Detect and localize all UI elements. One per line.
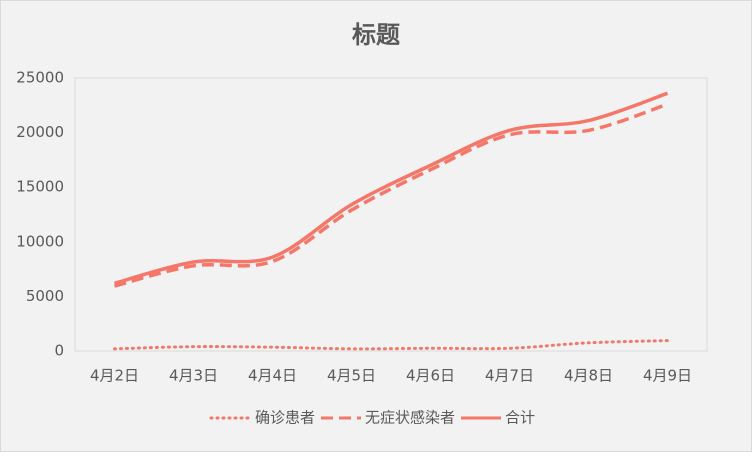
y-tick-label: 20000 (16, 123, 64, 141)
plot-border (74, 77, 708, 352)
chart-background (0, 0, 752, 452)
x-tick-label: 4月2日 (90, 367, 139, 385)
y-tick-label: 10000 (16, 232, 64, 250)
x-tick-label: 4月4日 (248, 367, 297, 385)
legend-label: 合计 (505, 409, 535, 427)
legend-label: 无症状感染者 (365, 409, 455, 427)
x-tick-label: 4月6日 (406, 367, 455, 385)
y-tick-label: 15000 (16, 178, 64, 196)
x-tick-label: 4月7日 (485, 367, 534, 385)
x-tick-label: 4月5日 (327, 367, 376, 385)
y-tick-label: 0 (54, 342, 64, 360)
legend-label: 确诊患者 (255, 409, 315, 427)
y-tick-label: 5000 (26, 287, 64, 305)
y-tick-label: 25000 (16, 69, 64, 87)
line-series (113, 339, 669, 351)
x-tick-label: 4月3日 (169, 367, 218, 385)
line-series (114, 91, 669, 285)
x-tick-label: 4月9日 (643, 367, 692, 385)
x-tick-label: 4月8日 (564, 367, 613, 385)
chart-title: 标题 (352, 21, 400, 49)
